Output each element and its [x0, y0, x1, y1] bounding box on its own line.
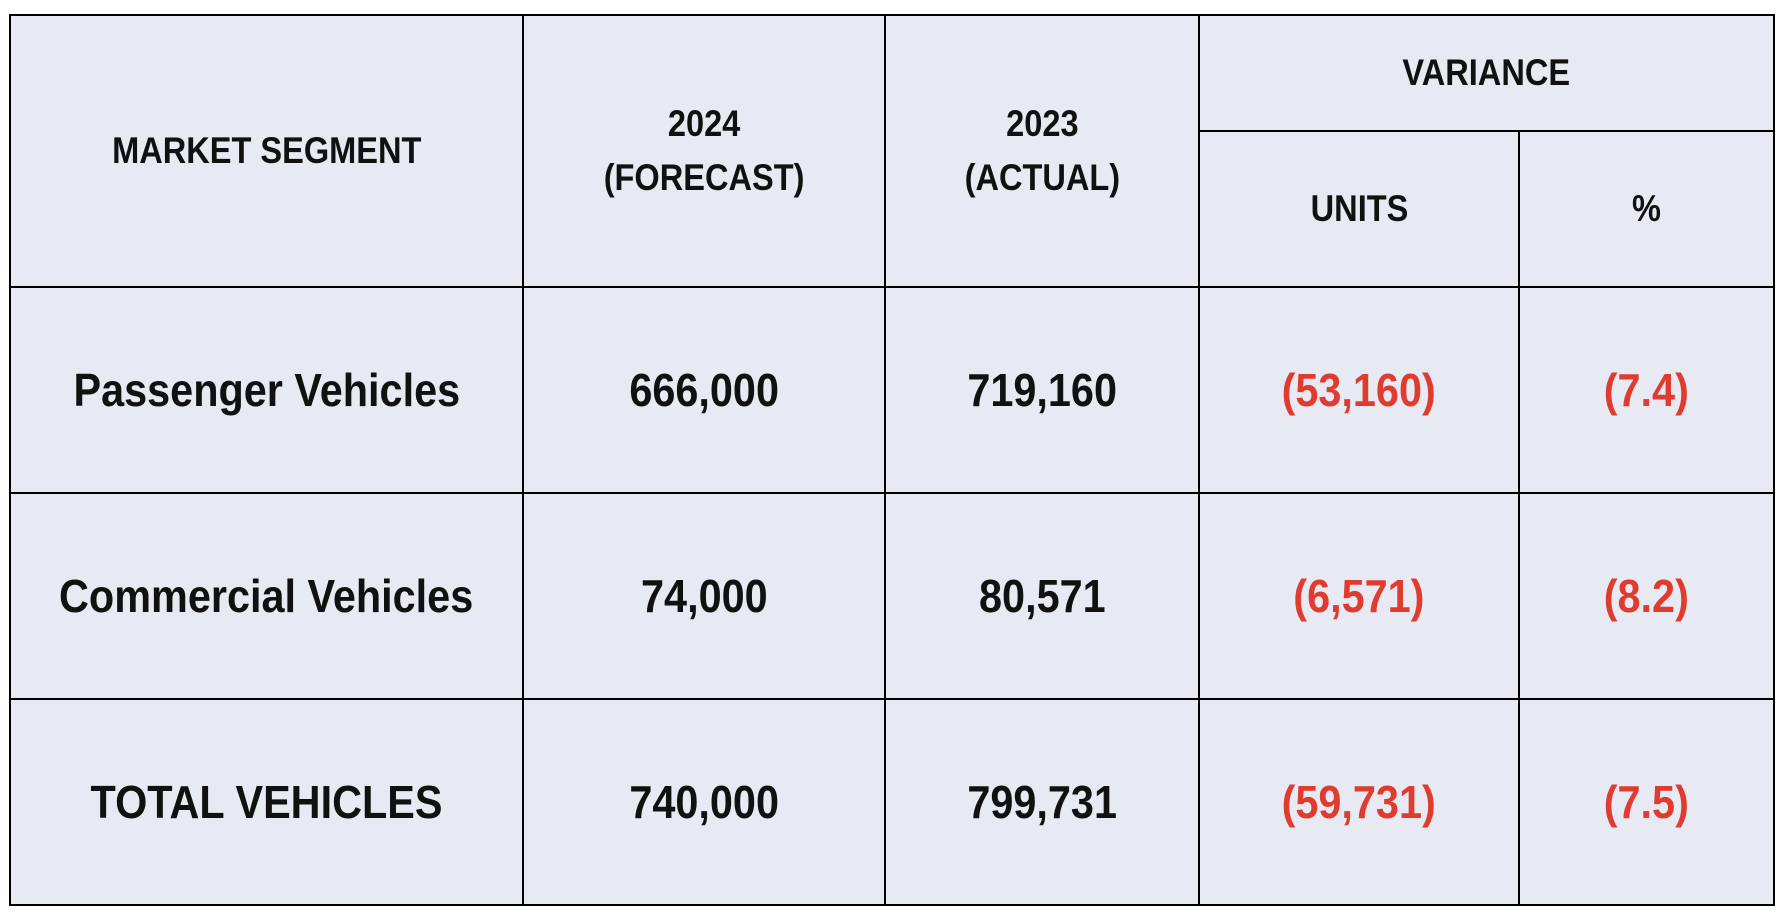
header-market-segment: MARKET SEGMENT	[9, 14, 524, 288]
cell-segment: Passenger Vehicles	[9, 286, 524, 494]
header-percent-label: %	[1632, 188, 1661, 230]
header-forecast-label: (FORECAST)	[603, 157, 805, 198]
cell-segment: TOTAL VEHICLES	[9, 698, 524, 906]
cell-actual: 719,160	[884, 286, 1200, 494]
cell-variance-percent: (7.5)	[1518, 698, 1775, 906]
header-2023-year: 2023	[1005, 103, 1079, 145]
cell-variance-units: (59,731)	[1198, 698, 1520, 906]
header-market-segment-label: MARKET SEGMENT	[111, 130, 422, 172]
header-2024-year: 2024	[667, 103, 741, 145]
table-row-total: TOTAL VEHICLES 740,000 799,731 (59,731) …	[9, 698, 1775, 906]
header-variance-label: VARIANCE	[1402, 52, 1571, 94]
vehicle-sales-table-container: MARKET SEGMENT 2024 (FORECAST) 2023 (ACT…	[9, 14, 1775, 906]
table-row-commercial: Commercial Vehicles 74,000 80,571 (6,571…	[9, 492, 1775, 700]
cell-forecast: 74,000	[522, 492, 886, 700]
header-actual-label: (ACTUAL)	[964, 157, 1120, 198]
table-row-passenger: Passenger Vehicles 666,000 719,160 (53,1…	[9, 286, 1775, 494]
header-units: UNITS	[1198, 130, 1520, 288]
header-2023-actual: 2023 (ACTUAL)	[884, 14, 1200, 288]
vehicle-sales-table: MARKET SEGMENT 2024 (FORECAST) 2023 (ACT…	[9, 14, 1775, 906]
cell-variance-units: (6,571)	[1198, 492, 1520, 700]
header-row-sub: UNITS %	[10, 130, 1775, 288]
cell-forecast: 666,000	[522, 286, 886, 494]
cell-actual: 799,731	[884, 698, 1200, 906]
header-2024-forecast: 2024 (FORECAST)	[522, 14, 886, 288]
cell-actual: 80,571	[884, 492, 1200, 700]
cell-variance-percent: (8.2)	[1518, 492, 1775, 700]
header-percent: %	[1518, 130, 1775, 288]
cell-variance-units: (53,160)	[1198, 286, 1520, 494]
cell-forecast: 740,000	[522, 698, 886, 906]
header-units-label: UNITS	[1310, 188, 1408, 230]
cell-segment: Commercial Vehicles	[9, 492, 524, 700]
cell-variance-percent: (7.4)	[1518, 286, 1775, 494]
header-variance: VARIANCE	[1198, 14, 1775, 132]
header-row-top: MARKET SEGMENT 2024 (FORECAST) 2023 (ACT…	[9, 14, 1775, 288]
